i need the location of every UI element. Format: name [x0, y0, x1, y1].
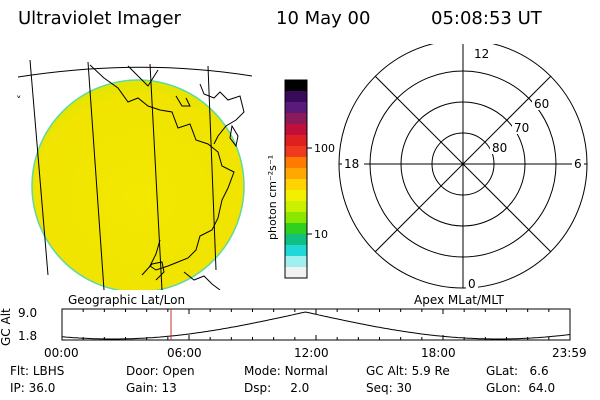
colorbar-swatch	[285, 80, 307, 92]
colorbar-swatch	[285, 234, 307, 246]
polar-grid: 12 18 6 0 60 70 80	[338, 44, 588, 291]
colorbar-swatch	[285, 223, 307, 235]
mlt-18: 18	[344, 157, 359, 171]
xtick-1200: 12:00	[294, 346, 329, 360]
colorbar-swatch	[285, 212, 307, 224]
colorbar-swatch	[285, 168, 307, 180]
globe-image: ˅	[16, 59, 253, 290]
colorbar: 100 10 photon cm⁻²s⁻¹	[266, 79, 335, 279]
colorbar-tick-100: 100	[314, 142, 335, 155]
colorbar-swatch	[285, 102, 307, 114]
mlat-60: 60	[534, 97, 549, 111]
colorbar-swatch	[285, 190, 307, 202]
alt-axis-label: GC Alt	[0, 308, 13, 346]
info-glon: GLon: 64.0	[486, 381, 556, 395]
colorbar-swatch	[285, 157, 307, 169]
xtick-0000: 00:00	[44, 346, 79, 360]
mlt-6: 6	[574, 157, 582, 171]
disk-limb	[31, 79, 245, 290]
colorbar-swatch	[285, 179, 307, 191]
coastline	[89, 64, 245, 290]
mlat-80: 80	[492, 141, 507, 155]
info-door: Door: Open	[126, 364, 195, 378]
v-marker: ˅	[16, 94, 22, 107]
colorbar-swatch	[285, 124, 307, 136]
altitude-plot: 9.0 1.8 GC Alt	[0, 306, 571, 346]
info-mode: Mode: Normal	[244, 364, 328, 378]
mlt-12: 12	[474, 47, 489, 61]
info-gc-alt: GC Alt: 5.9 Re	[366, 364, 450, 378]
mlat-70: 70	[514, 121, 529, 135]
info-glat: GLat: 6.6	[486, 364, 549, 378]
colorbar-swatches	[285, 80, 307, 279]
instrument-title: Ultraviolet Imager	[18, 8, 181, 29]
xtick-1800: 18:00	[421, 346, 456, 360]
colorbar-unit-label: photon cm⁻²s⁻¹	[266, 155, 279, 240]
globe-caption: Geographic Lat/Lon	[68, 293, 186, 307]
alt-ymin: 1.8	[18, 329, 37, 343]
colorbar-swatch	[285, 201, 307, 213]
xtick-2359: 23:59	[552, 346, 587, 360]
date-label: 10 May 00	[276, 8, 371, 29]
altitude-curve	[61, 311, 571, 340]
colorbar-swatch	[285, 267, 307, 279]
colorbar-swatch	[285, 113, 307, 125]
info-ip: IP: 36.0	[10, 381, 56, 395]
alt-ymax: 9.0	[18, 306, 37, 320]
colorbar-swatch	[285, 91, 307, 103]
colorbar-swatch	[285, 135, 307, 147]
info-flt: Flt: LBHS	[10, 364, 65, 378]
colorbar-swatch	[285, 256, 307, 268]
info-dsp: Dsp: 2.0	[244, 381, 310, 395]
xtick-0600: 06:00	[167, 346, 202, 360]
info-gain: Gain: 13	[126, 381, 177, 395]
mlt-0: 0	[468, 277, 476, 291]
polar-caption: Apex MLat/MLT	[414, 293, 504, 307]
time-label: 05:08:53 UT	[431, 8, 542, 29]
info-seq: Seq: 30	[366, 381, 412, 395]
colorbar-swatch	[285, 146, 307, 158]
colorbar-tick-10: 10	[314, 228, 328, 241]
colorbar-swatch	[285, 245, 307, 257]
